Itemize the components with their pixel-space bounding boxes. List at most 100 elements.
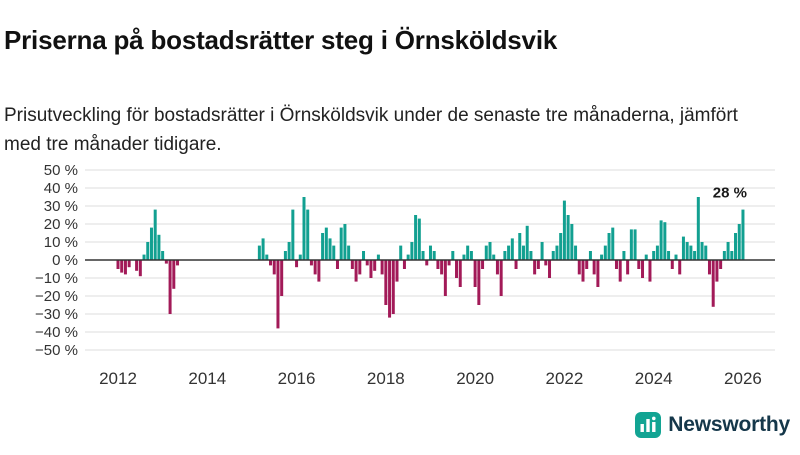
x-axis-tick-label: 2012 [99,369,137,388]
y-axis-tick-label: −50 % [35,342,78,359]
negative-bar [354,260,358,282]
positive-bar [343,224,347,260]
positive-bar [417,218,421,260]
negative-bar [678,260,682,275]
positive-bar [674,254,678,260]
negative-bar [637,260,641,269]
positive-bar [566,215,570,260]
negative-bar [626,260,630,275]
positive-bar [399,245,403,260]
positive-bar [652,251,656,260]
negative-bar [514,260,518,269]
negative-bar [120,260,124,273]
positive-bar [737,224,741,260]
x-axis-tick-label: 2018 [367,369,405,388]
negative-bar [581,260,585,282]
negative-bar [369,260,373,278]
negative-bar [402,260,406,269]
negative-bar [373,260,377,271]
positive-bar [406,254,410,260]
y-axis-tick-label: 40 % [44,180,78,197]
negative-bar [384,260,388,305]
positive-bar [414,215,418,260]
positive-bar [428,245,432,260]
positive-bar [298,254,302,260]
positive-bar [655,245,659,260]
positive-bar [321,233,325,260]
positive-bar [555,245,559,260]
positive-bar [574,245,578,260]
positive-bar [734,233,738,260]
positive-bar [518,233,522,260]
positive-bar [562,200,566,260]
negative-bar [536,260,540,269]
positive-bar [559,233,563,260]
positive-bar [153,209,157,260]
negative-bar [395,260,399,282]
negative-bar [135,260,139,271]
positive-bar [410,242,414,260]
negative-bar [641,260,645,278]
positive-bar [551,251,555,260]
positive-bar [726,242,730,260]
page-title: Priserna på bostadsrätter steg i Örnsköl… [4,25,558,56]
positive-bar [529,251,533,260]
negative-bar [440,260,444,275]
y-axis-tick-label: −10 % [35,270,78,287]
positive-bar [146,242,150,260]
x-axis-tick-label: 2026 [724,369,762,388]
x-axis-tick-label: 2014 [188,369,226,388]
positive-bar [324,227,328,260]
negative-bar [544,260,548,266]
negative-bar [707,260,711,275]
positive-bar [704,245,708,260]
positive-bar [332,245,336,260]
negative-bar [670,260,674,269]
positive-bar [261,238,265,260]
positive-bar [681,236,685,260]
positive-bar [157,234,161,260]
positive-bar [633,229,637,260]
last-value-annotation: 28 % [713,185,747,202]
positive-bar [525,225,529,260]
positive-bar [603,245,607,260]
negative-bar [388,260,392,318]
negative-bar [614,260,618,269]
logo-text: Newsworthy [668,413,790,436]
positive-bar [722,251,726,260]
positive-bar [507,245,511,260]
positive-bar [451,251,455,260]
positive-bar [693,251,697,260]
y-axis-tick-label: 10 % [44,234,78,251]
negative-bar [473,260,477,287]
positive-bar [462,254,466,260]
positive-bar [629,229,633,260]
positive-bar [611,227,615,260]
negative-bar [280,260,284,296]
positive-bar [521,245,525,260]
negative-bar [317,260,321,282]
y-axis-tick-label: −20 % [35,288,78,305]
chart-subtitle: Prisutveckling för bostadsrätter i Örnsk… [4,105,738,155]
negative-bar [481,260,485,269]
negative-bar [172,260,176,289]
positive-bar [607,233,611,260]
x-axis-tick-label: 2024 [635,369,673,388]
positive-bar [644,254,648,260]
negative-bar [719,260,723,269]
positive-bar [667,251,671,260]
x-axis-tick-label: 2016 [278,369,316,388]
positive-bar [376,254,380,260]
negative-bar [596,260,600,287]
positive-bar [492,254,496,260]
negative-bar [447,260,451,266]
negative-bar [358,260,362,275]
negative-bar [127,260,131,268]
y-axis-tick-label: 20 % [44,216,78,233]
positive-bar [685,242,689,260]
positive-bar [287,242,291,260]
positive-bar [741,209,745,260]
negative-bar [499,260,503,296]
